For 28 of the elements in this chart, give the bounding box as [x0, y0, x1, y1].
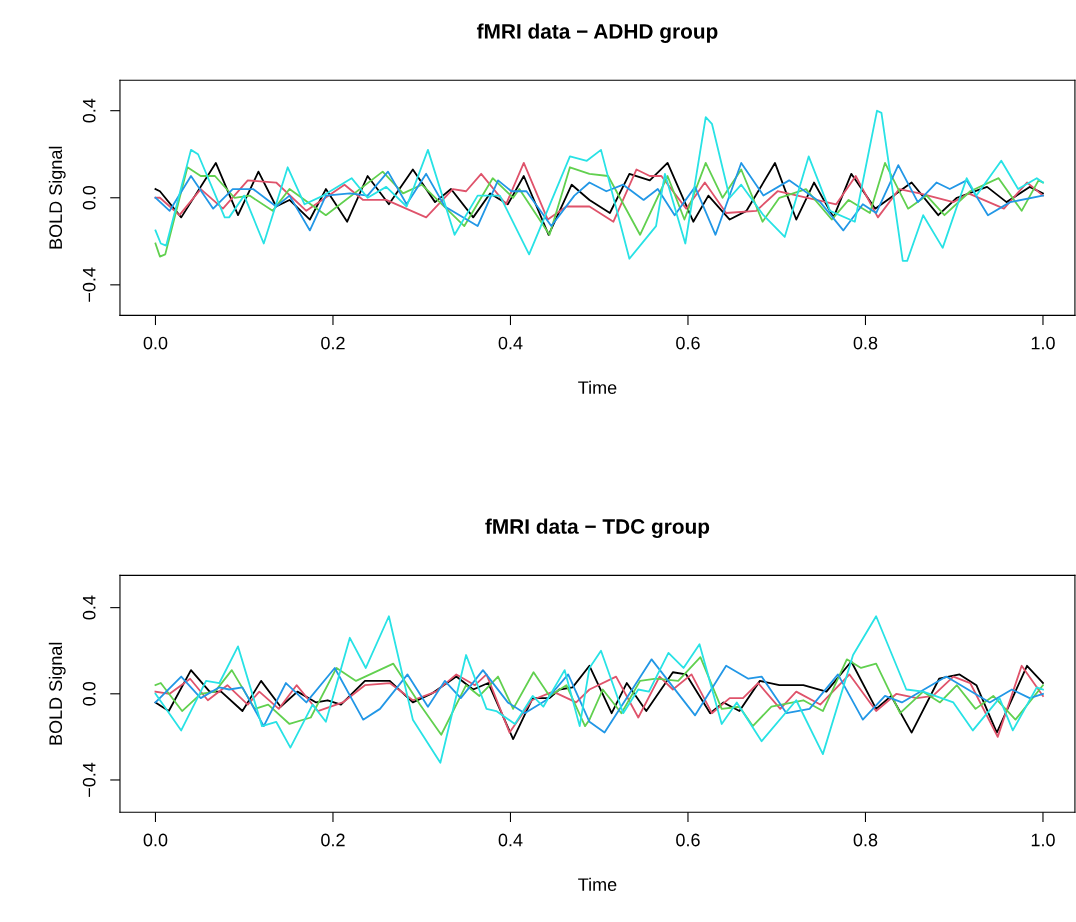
line-series [154, 109, 1044, 262]
line-series [154, 162, 1044, 236]
y-axis-title: BOLD Signal [48, 642, 66, 745]
x-tick-label: 0.6 [676, 833, 700, 847]
y-tick-label: 0.4 [82, 595, 96, 620]
x-tick-label: 0.2 [321, 833, 345, 847]
x-tick-label: 0.6 [676, 336, 700, 350]
x-tick-label: 0.4 [498, 336, 523, 350]
x-tick-label: 0.0 [143, 833, 168, 847]
line-series [154, 615, 1044, 764]
y-axis-title: BOLD Signal [48, 146, 66, 249]
x-tick-label: 0.8 [853, 336, 878, 350]
x-tick-label: 1.0 [1031, 833, 1055, 847]
y-tick-label: 0.4 [82, 98, 96, 123]
line-series [154, 162, 1044, 223]
x-axis-title: Time [578, 380, 617, 395]
x-tick-label: 0.2 [321, 336, 345, 350]
x-tick-label: 0.4 [498, 833, 523, 847]
y-tick-label: −0.4 [82, 267, 96, 302]
y-tick-label: 0.0 [82, 681, 96, 706]
y-tick-label: −0.4 [82, 762, 96, 797]
chart-title: fMRI data − TDC group [485, 518, 710, 539]
y-tick-label: 0.0 [82, 185, 96, 210]
x-tick-label: 0.8 [853, 833, 878, 847]
chart-title: fMRI data − ADHD group [476, 23, 718, 43]
x-tick-label: 0.0 [143, 336, 168, 350]
x-tick-label: 1.0 [1031, 336, 1055, 350]
x-axis-title: Time [578, 877, 617, 891]
